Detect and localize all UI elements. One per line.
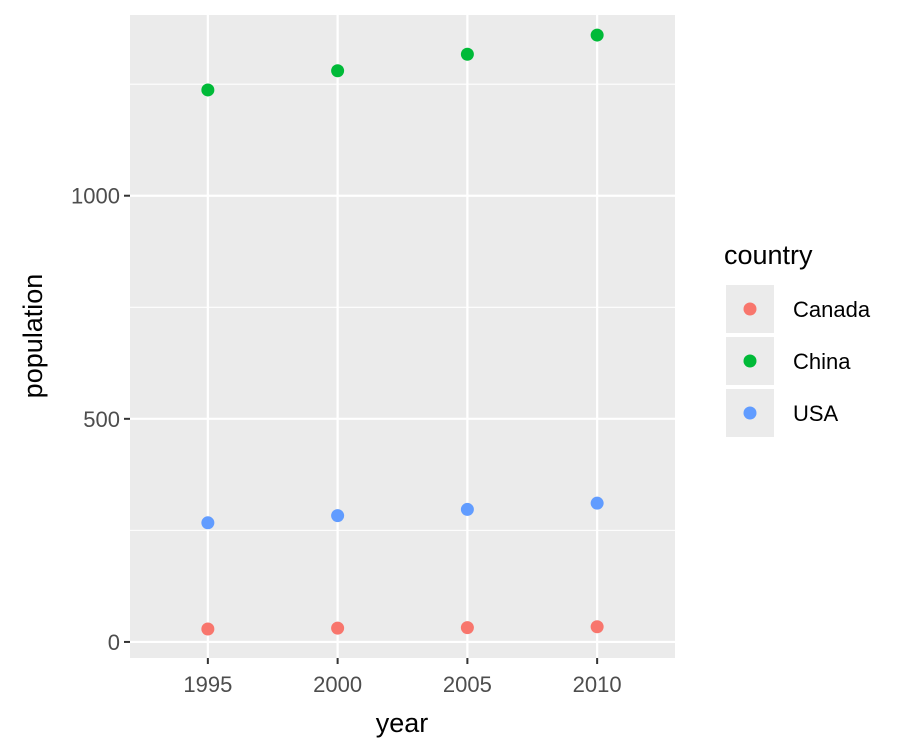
point-usa-2010 <box>590 496 604 510</box>
legend-label-china: China <box>793 349 851 374</box>
x-axis: 1995 2000 2005 2010 <box>183 658 622 697</box>
legend-swatch-canada <box>743 302 757 316</box>
point-usa-2000 <box>331 509 345 523</box>
legend-swatch-usa <box>743 406 757 420</box>
y-axis: 0 500 1000 <box>71 184 130 655</box>
x-tick-label-1: 2000 <box>313 672 362 697</box>
minor-gridlines <box>130 83 675 531</box>
x-tick-label-2: 2005 <box>443 672 492 697</box>
legend-label-canada: Canada <box>793 297 871 322</box>
panel-background <box>130 15 675 658</box>
data-points <box>201 28 604 636</box>
point-china-2000 <box>331 64 345 78</box>
y-tick-label-1: 500 <box>83 407 120 432</box>
legend: country Canada China USA <box>724 240 871 437</box>
x-tick-label-0: 1995 <box>183 672 232 697</box>
major-gridlines <box>130 15 675 658</box>
y-tick-label-0: 0 <box>108 630 120 655</box>
point-usa-2005 <box>460 502 474 516</box>
legend-swatch-china <box>743 354 757 368</box>
x-tick-label-3: 2010 <box>573 672 622 697</box>
point-canada-2000 <box>331 621 345 635</box>
point-usa-1995 <box>201 516 215 530</box>
legend-label-usa: USA <box>793 401 839 426</box>
legend-title: country <box>724 240 813 270</box>
point-china-2010 <box>590 28 604 42</box>
point-china-1995 <box>201 83 215 97</box>
point-canada-1995 <box>201 622 215 636</box>
x-axis-title: year <box>376 708 429 738</box>
point-canada-2010 <box>590 620 604 634</box>
y-axis-title: population <box>18 274 48 399</box>
point-canada-2005 <box>460 621 474 635</box>
point-china-2005 <box>460 47 474 61</box>
y-tick-label-2: 1000 <box>71 184 120 209</box>
